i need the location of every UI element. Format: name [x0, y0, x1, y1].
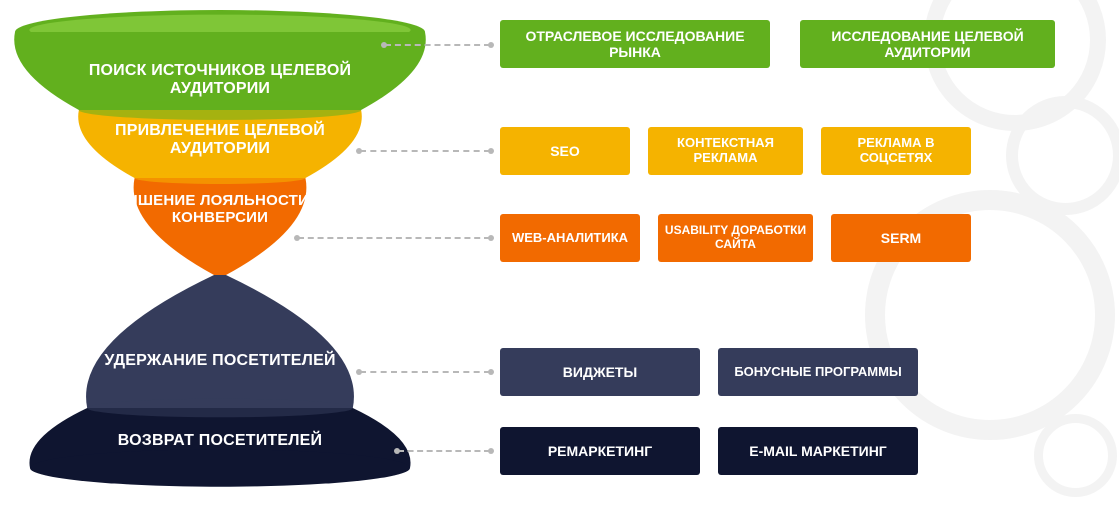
- connector-s3: [298, 237, 490, 239]
- info-box-s5-1: E-MAIL МАРКЕТИНГ: [718, 427, 918, 475]
- connector-s5: [398, 450, 490, 452]
- info-box-s2-1: КОНТЕКСТНАЯ РЕКЛАМА: [648, 127, 803, 175]
- funnel-stage-label-s1: ПОИСК ИСТОЧНИКОВ ЦЕЛЕВОЙ АУДИТОРИИ: [80, 62, 360, 99]
- info-box-s1-1: ИССЛЕДОВАНИЕ ЦЕЛЕВОЙ АУДИТОРИИ: [800, 20, 1055, 68]
- funnel-stage-label-s2: ПРИВЛЕЧЕНИЕ ЦЕЛЕВОЙ АУДИТОРИИ: [80, 122, 360, 159]
- funnel-stage-label-s3: ПОВЫШЕНИЕ ЛОЯЛЬНОСТИ ЦА И КОНВЕРСИИ: [80, 192, 360, 227]
- info-box-s4-0: ВИДЖЕТЫ: [500, 348, 700, 396]
- funnel-stage-label-s4: УДЕРЖАНИЕ ПОСЕТИТЕЛЕЙ: [80, 352, 360, 370]
- info-box-s3-0: WEB-АНАЛИТИКА: [500, 214, 640, 262]
- info-box-s3-1: USABILITY ДОРАБОТКИ САЙТА: [658, 214, 813, 262]
- connector-s1: [385, 44, 490, 46]
- info-box-s1-0: ОТРАСЛЕВОЕ ИССЛЕДОВАНИЕ РЫНКА: [500, 20, 770, 68]
- infographic-canvas: { "type": "infographic", "background_col…: [0, 0, 1119, 505]
- info-box-s2-2: РЕКЛАМА В СОЦСЕТЯХ: [821, 127, 971, 175]
- funnel-stage-label-s5: ВОЗВРАТ ПОСЕТИТЕЛЕЙ: [80, 432, 360, 450]
- info-box-s3-2: SERM: [831, 214, 971, 262]
- connector-s2: [360, 150, 490, 152]
- info-box-s4-1: БОНУСНЫЕ ПРОГРАММЫ: [718, 348, 918, 396]
- info-box-s5-0: РЕМАРКЕТИНГ: [500, 427, 700, 475]
- connector-s4: [360, 371, 490, 373]
- info-box-s2-0: SEO: [500, 127, 630, 175]
